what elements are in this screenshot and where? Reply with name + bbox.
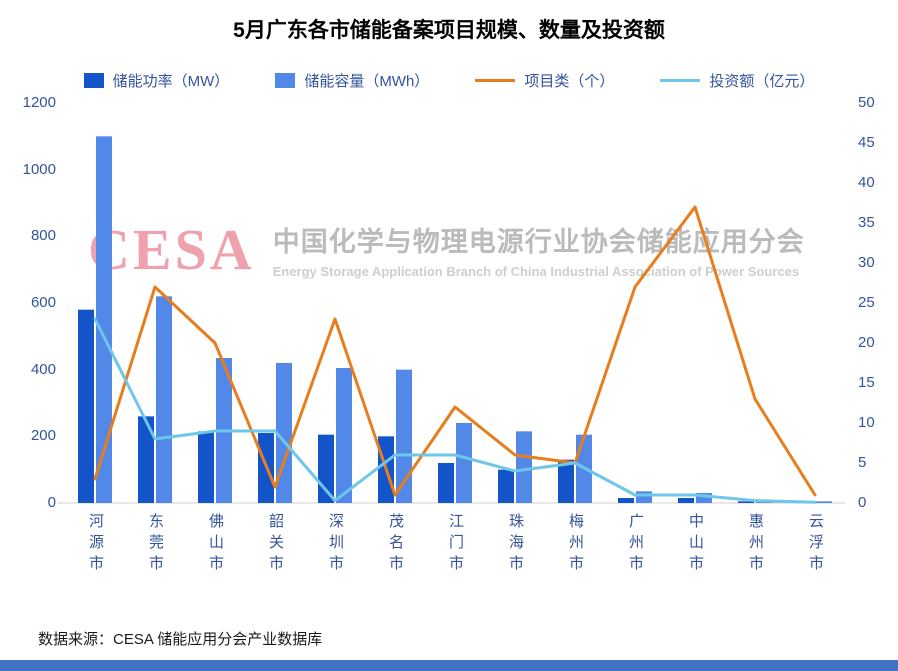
- x-axis-label-茂名市: 茂名市: [387, 513, 404, 576]
- bar-储能功率（MW）-珠海市: [498, 469, 514, 503]
- bar-储能容量（MWh）-中山市: [696, 493, 712, 503]
- x-axis-label-云浮市: 云浮市: [807, 513, 824, 576]
- x-axis-label-珠海市: 珠海市: [507, 513, 524, 576]
- bottom-accent-strip: [0, 660, 898, 671]
- x-axis-label-佛山市: 佛山市: [207, 513, 224, 576]
- y-axis-label: 0: [47, 494, 56, 511]
- bar-储能容量（MWh）-东莞市: [156, 296, 172, 503]
- legend-item-investment: 投资额（亿元）: [660, 70, 814, 91]
- bar-储能容量（MWh）-深圳市: [336, 368, 352, 503]
- x-axis-label-深圳市: 深圳市: [327, 513, 344, 576]
- y-axis-label: 5: [858, 454, 867, 471]
- bar-储能容量（MWh）-茂名市: [396, 369, 412, 503]
- y-axis-label: 50: [858, 94, 875, 111]
- x-axis-label-惠州市: 惠州市: [747, 513, 764, 576]
- bar-储能功率（MW）-惠州市: [738, 501, 754, 503]
- y-axis-label: 200: [30, 427, 56, 445]
- bar-储能功率（MW）-深圳市: [318, 434, 334, 503]
- legend-label-investment: 投资额（亿元）: [709, 73, 815, 90]
- source-note: 数据来源：CESA 储能应用分会产业数据库: [38, 631, 323, 648]
- y-axis-label: 20: [858, 334, 875, 351]
- bar-储能容量（MWh）-韶关市: [276, 363, 292, 503]
- y-axis-label: 30: [858, 254, 875, 271]
- legend-bar-marker-capacity: [275, 73, 296, 88]
- y-axis-label: 45: [858, 134, 875, 151]
- watermark-english-text: Energy Storage Application Branch of Chi…: [272, 264, 800, 279]
- y-axis-label: 0: [858, 494, 867, 511]
- y-axis-label: 40: [858, 174, 875, 191]
- legend-label-capacity: 储能容量（MWh）: [304, 73, 430, 90]
- y-axis-label: 35: [858, 214, 875, 231]
- y-axis-label: 1000: [22, 160, 56, 178]
- bar-储能功率（MW）-江门市: [438, 463, 454, 503]
- x-axis-label-梅州市: 梅州市: [567, 513, 584, 576]
- legend-bar-marker-power: [83, 73, 104, 88]
- cesa-logo: CESA: [88, 216, 255, 282]
- y-axis-label: 15: [858, 374, 875, 391]
- bar-储能容量（MWh）-河源市: [96, 136, 112, 504]
- bar-储能容量（MWh）-珠海市: [516, 431, 532, 503]
- y-axis-label: 1200: [22, 94, 56, 111]
- watermark-chinese-text: 中国化学与物理电源行业协会储能应用分会: [272, 227, 805, 257]
- bar-储能功率（MW）-广州市: [618, 498, 634, 503]
- legend-item-projects: 项目类（个）: [475, 70, 614, 91]
- x-axis-label-广州市: 广州市: [627, 513, 644, 576]
- line-项目类（个）: [93, 205, 817, 497]
- x-axis-label-东莞市: 东莞市: [147, 513, 164, 576]
- y-axis-label: 10: [858, 414, 875, 431]
- bar-储能功率（MW）-东莞市: [138, 416, 154, 503]
- bar-储能容量（MWh）-广州市: [636, 491, 652, 503]
- watermark: CESA 中国化学与物理电源行业协会储能应用分会 Energy Storage …: [88, 220, 805, 279]
- legend-item-capacity: 储能容量（MWh）: [275, 70, 429, 91]
- legend-line-marker-investment: [660, 79, 701, 82]
- chart-title: 5月广东各市储能备案项目规模、数量及投资额: [233, 19, 665, 42]
- y-axis-label: 400: [30, 360, 56, 378]
- legend-line-marker-projects: [475, 79, 516, 82]
- x-axis-label-河源市: 河源市: [87, 513, 104, 576]
- bar-储能功率（MW）-河源市: [78, 309, 94, 503]
- x-axis-label-江门市: 江门市: [447, 513, 464, 576]
- legend-label-power: 储能功率（MW）: [112, 73, 230, 90]
- bar-储能功率（MW）-中山市: [678, 498, 694, 503]
- legend-item-power: 储能功率（MW）: [83, 70, 230, 91]
- legend-label-projects: 项目类（个）: [524, 73, 615, 90]
- bar-储能功率（MW）-佛山市: [198, 431, 214, 503]
- y-axis-label: 25: [858, 294, 875, 311]
- y-axis-label: 600: [30, 294, 56, 311]
- legend: 储能功率（MW） 储能容量（MWh） 项目类（个） 投资额（亿元）: [0, 70, 898, 91]
- x-axis-label-中山市: 中山市: [687, 513, 704, 576]
- bar-储能功率（MW）-梅州市: [558, 459, 574, 503]
- bar-储能容量（MWh）-江门市: [456, 423, 472, 503]
- bar-储能容量（MWh）-云浮市: [816, 501, 832, 503]
- y-axis-label: 800: [30, 227, 56, 245]
- line-投资额（亿元）: [93, 317, 817, 504]
- x-axis-label-韶关市: 韶关市: [267, 513, 284, 576]
